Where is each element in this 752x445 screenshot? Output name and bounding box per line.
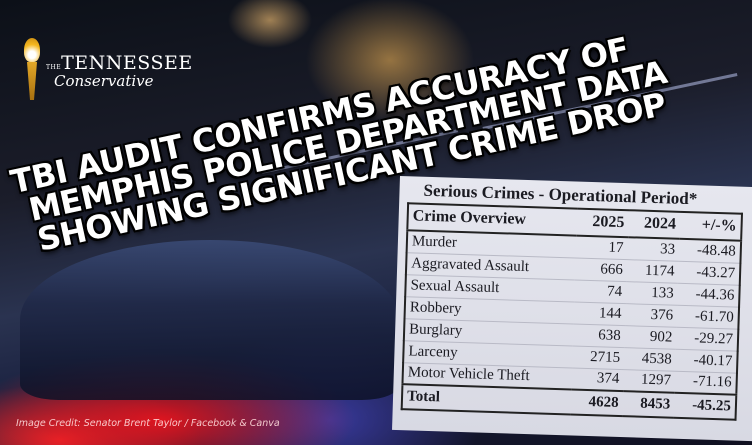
cell-2025: 4628	[570, 389, 624, 417]
cell-change: -71.16	[674, 370, 737, 395]
torch-icon	[22, 38, 42, 102]
logo-prefix: THE	[46, 64, 62, 71]
cell-2024: 1174	[626, 259, 679, 283]
logo-sub: Conservative	[54, 72, 154, 90]
header-2025: 2025	[576, 208, 629, 238]
crime-table: Crime Overview 2025 2024 +/-% Murder 17 33…	[400, 202, 744, 421]
header-2024: 2024	[627, 210, 681, 239]
cell-2024: 4538	[623, 347, 677, 371]
cell-change: -44.36	[677, 282, 740, 307]
cell-2024: 33	[627, 237, 680, 261]
cell-change: -29.27	[676, 326, 739, 351]
cell-2024: 902	[624, 325, 677, 349]
cell-2025: 74	[574, 279, 627, 304]
header-change: +/-%	[679, 211, 742, 241]
cell-crime: Total	[401, 384, 572, 415]
crime-table-paper: Serious Crimes - Operational Period* Cri…	[392, 176, 752, 442]
cell-2024: 376	[625, 303, 678, 327]
cell-2025: 666	[574, 257, 628, 282]
car-hood-background	[20, 240, 400, 400]
image-credit: Image Credit: Senator Brent Taylor / Fac…	[16, 418, 280, 429]
cell-2025: 638	[572, 323, 626, 348]
cell-change: -45.25	[673, 392, 737, 420]
cell-2024: 1297	[623, 369, 676, 393]
cell-2025: 17	[575, 235, 628, 260]
cell-2024: 133	[625, 281, 679, 305]
cell-2024: 8453	[622, 391, 675, 418]
cell-2025: 2715	[572, 345, 625, 370]
cell-2025: 374	[571, 367, 624, 392]
cell-change: -40.17	[675, 348, 738, 373]
logo-name: TENNESSEE	[61, 52, 193, 74]
cell-change: -48.48	[678, 238, 742, 263]
cell-2025: 144	[573, 301, 626, 326]
cell-change: -61.70	[676, 304, 740, 329]
logo: THETENNESSEE Conservative	[22, 38, 193, 102]
cell-change: -43.27	[678, 260, 741, 285]
